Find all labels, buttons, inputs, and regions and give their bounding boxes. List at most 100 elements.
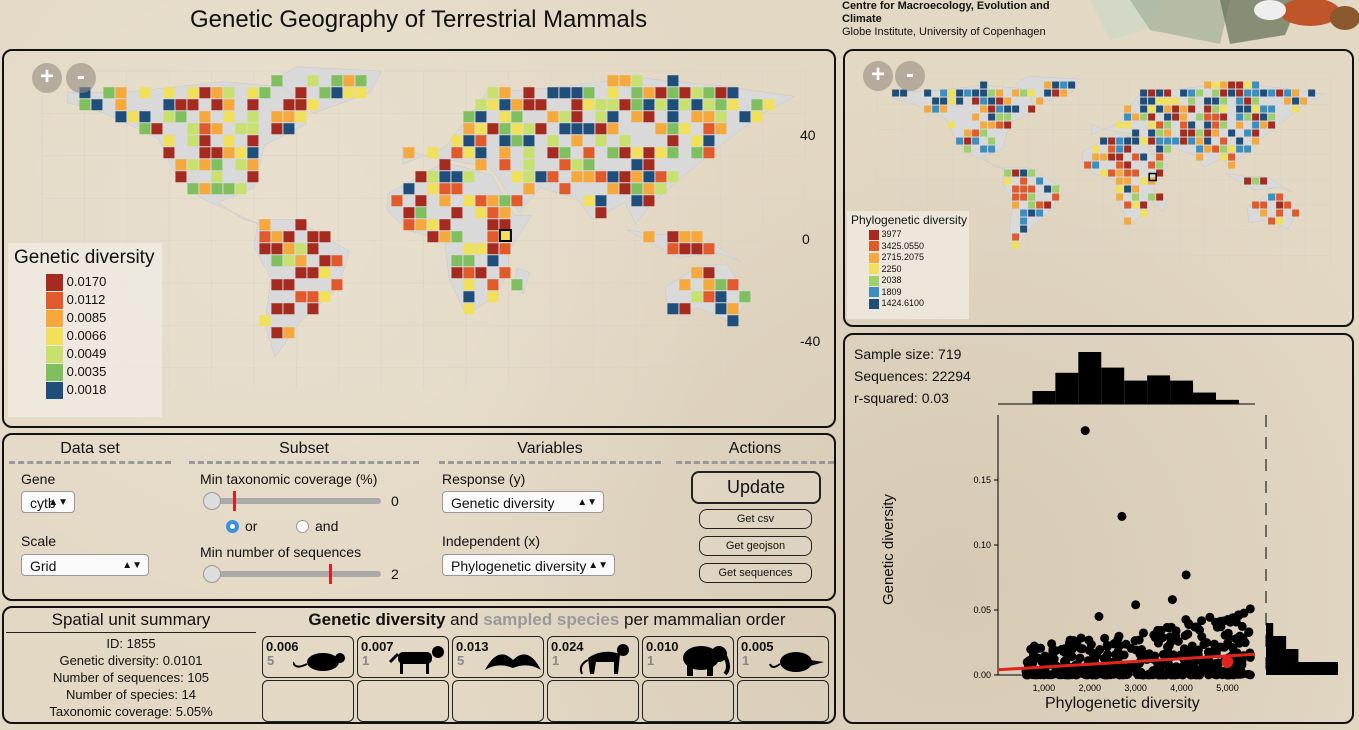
order-card[interactable]: 0.005 1 [737, 636, 829, 678]
legend-label: 2038 [879, 275, 902, 285]
order-card[interactable]: 0.006 5 [262, 636, 354, 678]
institute-info: Centre for Macroecology, Evolution and C… [842, 0, 1072, 39]
side-histogram-bar [1266, 636, 1287, 649]
x-tick-label: 4,000 [1170, 683, 1193, 693]
scale-select[interactable]: Grid ▲▼ [21, 554, 149, 576]
select-arrows-icon: ▲▼ [48, 497, 68, 508]
scatter-point [1227, 667, 1237, 677]
legend-swatch [869, 264, 879, 275]
genetic-diversity-legend: Genetic diversity 0.0170 0.0112 0.0085 0… [8, 243, 162, 417]
legend-swatch [46, 274, 63, 292]
independent-label: Independent (x) [442, 533, 541, 549]
elephant-icon [683, 646, 730, 676]
scatter-point [1216, 616, 1226, 626]
order-card-empty [737, 680, 829, 722]
min-seq-value: 2 [391, 566, 399, 582]
independent-select[interactable]: Phylogenetic diversity ▲▼ [442, 554, 615, 576]
order-card-empty [452, 680, 544, 722]
scatter-point [1234, 610, 1244, 620]
selected-cell [1148, 172, 1157, 182]
or-radio[interactable] [226, 520, 239, 533]
scatter-point [1077, 644, 1087, 654]
legend-label: 3977 [879, 229, 902, 239]
main-map-panel[interactable]: + - 40 0 -40 Genetic diversity 0.0170 0.… [2, 49, 836, 428]
or-label: or [245, 518, 258, 534]
summary-title: Spatial unit summary [6, 610, 256, 633]
legend-title: Phylogenetic diversity [851, 213, 968, 227]
select-arrows-icon: ▲▼ [588, 560, 608, 571]
order-genetic-diversity: 0.006 [266, 639, 299, 654]
min-tax-marker [233, 491, 236, 511]
order-card[interactable]: 0.010 1 [642, 636, 734, 678]
variables-header: Variables [439, 440, 661, 464]
gene-select[interactable]: cytb ▲▼ [21, 491, 75, 513]
scatter-point [1040, 651, 1050, 661]
scatter-point [1026, 644, 1036, 654]
zoom-in-button[interactable]: + [32, 63, 62, 93]
side-histogram-bar [1266, 623, 1274, 636]
scale-value: Grid [30, 558, 57, 574]
min-tax-slider[interactable] [208, 498, 381, 504]
order-species-count: 1 [362, 653, 370, 668]
main-map[interactable] [4, 51, 834, 426]
get-csv-button[interactable]: Get csv [699, 509, 812, 529]
secondary-map[interactable] [845, 51, 1352, 325]
response-select[interactable]: Genetic diversity ▲▼ [442, 491, 604, 513]
legend-swatch [869, 298, 879, 309]
y-tick-label: 0.05 [973, 605, 991, 615]
legend-swatch [46, 382, 63, 400]
scatter-point [1245, 604, 1255, 614]
legend-item: 2715.2075 [869, 252, 969, 264]
legend-item: 0.0112 [46, 291, 162, 310]
legend-swatch [869, 252, 879, 263]
update-button[interactable]: Update [691, 471, 821, 504]
legend-swatch [869, 287, 879, 298]
order-genetic-diversity: 0.013 [456, 639, 489, 654]
zoom-out-button[interactable]: - [895, 61, 925, 91]
scatter-point [1224, 632, 1234, 642]
zoom-in-button[interactable]: + [863, 61, 893, 91]
histogram-bar [1101, 367, 1125, 404]
secondary-map-panel[interactable]: + - Phylogenetic diversity 3977 3425.055… [843, 49, 1354, 327]
min-tax-value: 0 [391, 493, 399, 509]
histogram-bar [1147, 375, 1171, 404]
gene-value: cytb [30, 495, 56, 511]
scatter-point [1117, 511, 1127, 521]
legend-label: 0.0066 [63, 328, 107, 344]
min-seq-slider[interactable] [208, 571, 381, 577]
scatter-point [1048, 646, 1058, 656]
order-card[interactable]: 0.024 1 [547, 636, 639, 678]
y-tick-label: 0.10 [973, 540, 991, 550]
scatter-point [1155, 670, 1165, 680]
orders-title-species: sampled species [483, 610, 620, 629]
order-card-empty [262, 680, 354, 722]
get-geojson-button[interactable]: Get geojson [699, 536, 812, 556]
order-card[interactable]: 0.013 5 [452, 636, 544, 678]
scatter-point [1115, 668, 1125, 678]
min-tax-slider-handle[interactable] [203, 492, 221, 510]
scatter-point [1165, 632, 1175, 642]
and-radio[interactable] [296, 520, 309, 533]
institute-name: Centre for Macroecology, Evolution and C… [842, 0, 1050, 25]
scatter-point [1190, 622, 1200, 632]
selected-point [1221, 655, 1234, 668]
scatter-point [1179, 665, 1189, 675]
summary-species: Number of species: 14 [65, 687, 197, 702]
legend-label: 0.0112 [63, 292, 106, 308]
scatter-point [1100, 633, 1110, 643]
scatter-point [1166, 664, 1176, 674]
actions-header: Actions [676, 440, 834, 464]
scatter-point [1181, 615, 1191, 625]
order-card[interactable]: 0.007 1 [357, 636, 449, 678]
min-seq-slider-handle[interactable] [203, 565, 221, 583]
scatter-plot[interactable]: 1,000 2,000 3,000 4,000 5,000 0.00 0.05 0.10 0.1… [845, 335, 1352, 722]
x-tick-label: 2,000 [1079, 683, 1102, 693]
legend-item: 2250 [869, 264, 969, 276]
histogram-bar [1170, 380, 1194, 404]
get-sequences-button[interactable]: Get sequences [699, 563, 812, 583]
scatter-point [1102, 640, 1112, 650]
scatter-point [1231, 634, 1241, 644]
zoom-out-button[interactable]: - [66, 63, 96, 93]
scatter-point [1237, 621, 1247, 631]
header-illustration [1070, 0, 1359, 44]
